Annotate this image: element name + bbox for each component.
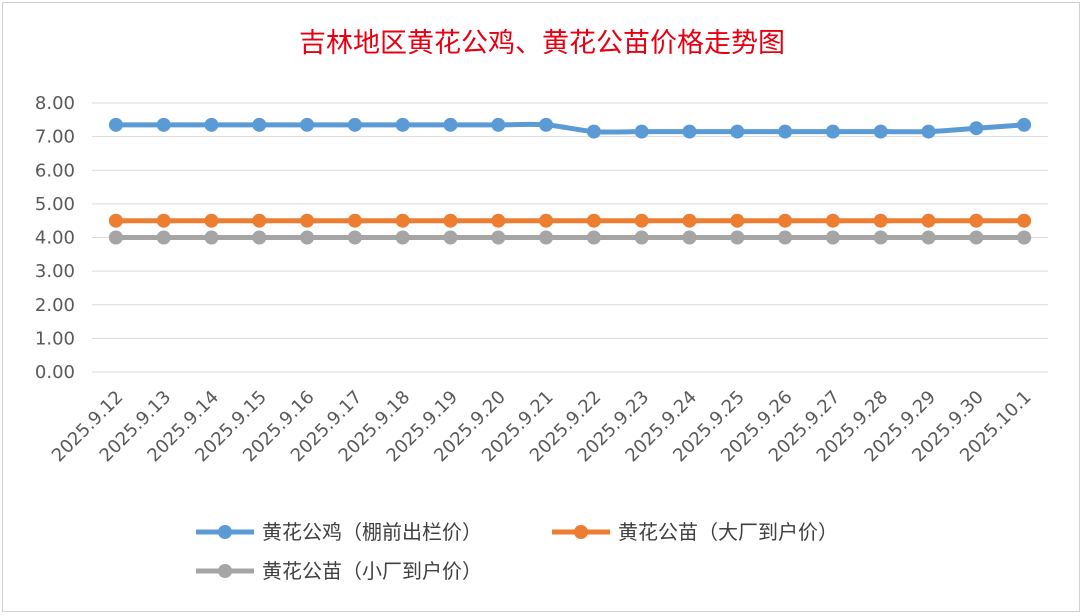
- data-point: [300, 230, 315, 245]
- y-tick-label: 2.00: [35, 295, 75, 316]
- legend-item: 黄花公苗（小厂到户价）: [196, 559, 482, 583]
- data-point: [539, 213, 554, 228]
- data-point: [156, 117, 171, 132]
- data-point: [969, 230, 984, 245]
- y-tick-label: 8.00: [35, 93, 75, 114]
- data-point: [443, 117, 458, 132]
- data-point: [347, 213, 362, 228]
- data-point: [825, 230, 840, 245]
- data-point: [969, 213, 984, 228]
- data-point: [921, 124, 936, 139]
- data-point: [491, 230, 506, 245]
- data-point: [825, 213, 840, 228]
- x-axis-ticks: 2025.9.122025.9.132025.9.142025.9.152025…: [48, 387, 1036, 467]
- data-point: [1017, 213, 1032, 228]
- data-point: [1017, 117, 1032, 132]
- data-point: [347, 230, 362, 245]
- data-point: [873, 230, 888, 245]
- data-point: [252, 230, 267, 245]
- data-point: [204, 213, 219, 228]
- data-point: [730, 124, 745, 139]
- series-3: [108, 230, 1032, 245]
- series-line: [115, 121, 1025, 135]
- data-point: [634, 230, 649, 245]
- y-tick-label: 3.00: [35, 261, 75, 282]
- legend-label: 黄花公苗（大厂到户价）: [618, 520, 838, 544]
- data-point: [156, 213, 171, 228]
- data-point: [730, 230, 745, 245]
- data-point: [395, 230, 410, 245]
- data-point: [395, 213, 410, 228]
- y-tick-label: 1.00: [35, 328, 75, 349]
- y-tick-label: 4.00: [35, 228, 75, 249]
- data-point: [873, 213, 888, 228]
- data-point: [252, 117, 267, 132]
- data-point: [347, 117, 362, 132]
- data-point: [682, 213, 697, 228]
- data-point: [300, 117, 315, 132]
- data-point: [491, 117, 506, 132]
- data-point: [156, 230, 171, 245]
- data-point: [204, 230, 219, 245]
- series-2: [108, 213, 1032, 228]
- data-point: [586, 213, 601, 228]
- chart-title: 吉林地区黄花公鸡、黄花公苗价格走势图: [299, 28, 785, 59]
- y-tick-label: 5.00: [35, 194, 75, 215]
- legend-label: 黄花公苗（小厂到户价）: [262, 559, 482, 583]
- y-tick-label: 7.00: [35, 127, 75, 148]
- data-point: [252, 213, 267, 228]
- legend-swatch-marker: [218, 564, 232, 578]
- data-point: [969, 121, 984, 136]
- data-point: [682, 230, 697, 245]
- data-point: [730, 213, 745, 228]
- data-point: [921, 230, 936, 245]
- data-point: [873, 124, 888, 139]
- data-point: [586, 230, 601, 245]
- y-tick-label: 6.00: [35, 160, 75, 181]
- data-point: [395, 117, 410, 132]
- legend-label: 黄花公鸡（棚前出栏价）: [262, 520, 482, 544]
- data-point: [1017, 230, 1032, 245]
- data-point: [300, 213, 315, 228]
- data-point: [778, 124, 793, 139]
- data-point: [778, 213, 793, 228]
- data-point: [539, 230, 554, 245]
- data-point: [108, 230, 123, 245]
- legend: 黄花公鸡（棚前出栏价） 黄花公苗（大厂到户价） 黄花公苗（小厂到户价）: [196, 520, 838, 583]
- data-point: [204, 117, 219, 132]
- data-point: [921, 213, 936, 228]
- data-point: [443, 230, 458, 245]
- series-layer: [108, 117, 1032, 245]
- y-axis-ticks: 0.00 1.00 2.00 3.00 4.00 5.00 6.00 7.00 8.00: [35, 93, 75, 383]
- data-point: [443, 213, 458, 228]
- y-tick-label: 0.00: [35, 362, 75, 383]
- data-point: [539, 117, 554, 132]
- data-point: [682, 124, 697, 139]
- legend-item: 黄花公鸡（棚前出栏价）: [196, 520, 482, 544]
- data-point: [586, 124, 601, 139]
- legend-item: 黄花公苗（大厂到户价）: [552, 520, 838, 544]
- data-point: [108, 213, 123, 228]
- data-point: [634, 124, 649, 139]
- grid-layer: [92, 102, 1048, 373]
- series-1: [108, 117, 1032, 139]
- data-point: [491, 213, 506, 228]
- legend-swatch-marker: [218, 525, 232, 539]
- data-point: [634, 213, 649, 228]
- data-point: [825, 124, 840, 139]
- data-point: [778, 230, 793, 245]
- legend-swatch-marker: [574, 525, 588, 539]
- data-point: [108, 117, 123, 132]
